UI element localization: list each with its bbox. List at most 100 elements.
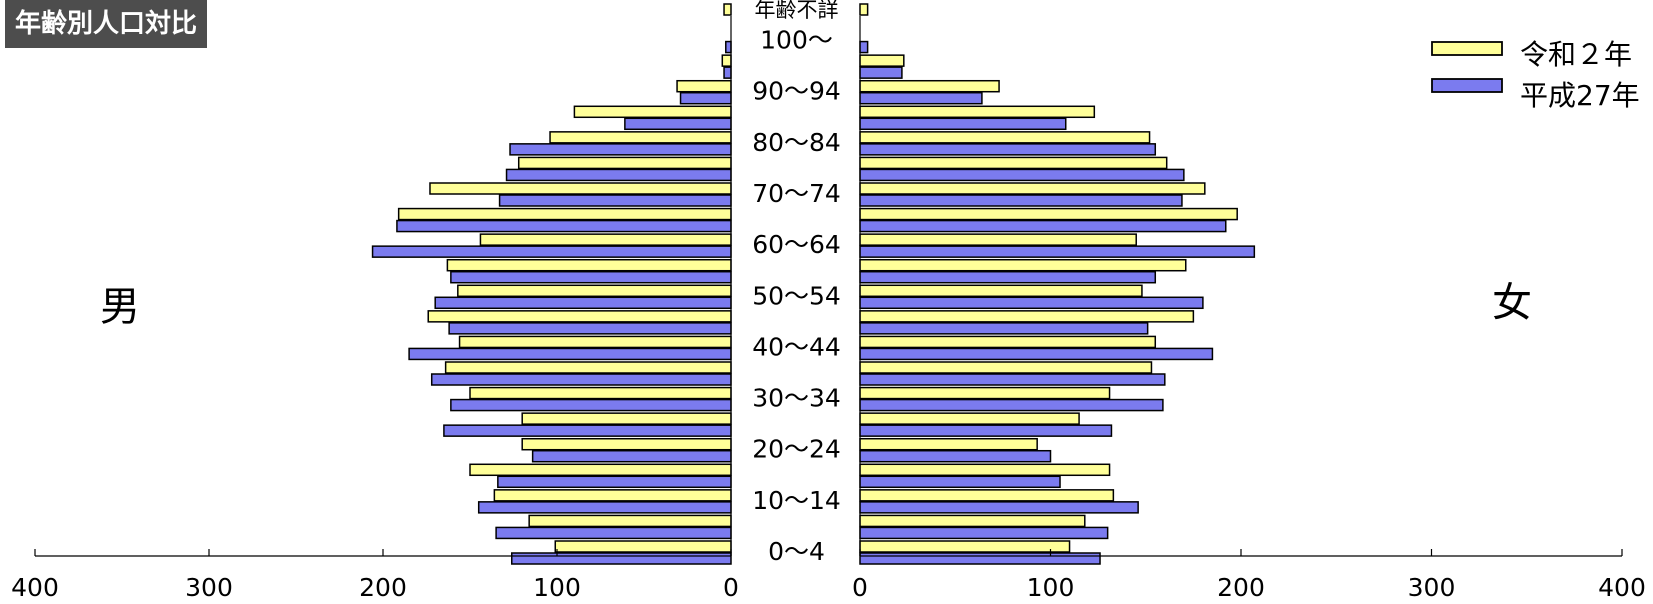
bar-female-r2-45～49 [859,310,1195,323]
bar-female-h27-50～54 [859,296,1204,310]
x-tick-label-male-400: 400 [11,573,59,602]
bar-female-r2-5～9 [859,514,1086,528]
bar-male-r2-40～44 [458,335,732,349]
bar-female-h27-35～39 [859,373,1166,386]
age-label-20～24: 20～24 [752,435,841,464]
bar-female-h27-20～24 [859,449,1052,463]
bar-male-h27-55～59 [450,270,732,284]
age-label-90～94: 90～94 [752,77,841,106]
bar-male-r2-75～79 [517,156,732,170]
bar-male-r2-70～74 [429,182,732,195]
bar-male-h27-70～74 [498,194,732,207]
bar-female-r2-85～89 [859,105,1096,119]
bar-female-h27-45～49 [859,322,1149,335]
bar-male-r2-85～89 [573,105,732,119]
bar-male-h27-95～99 [723,66,732,79]
x-tick-label-female-300: 300 [1408,573,1456,602]
bar-female-r2-95～99 [859,54,905,67]
bar-male-r2-15～19 [469,463,732,477]
bar-female-h27-55～59 [859,270,1157,284]
bar-male-h27-5～9 [495,526,732,540]
legend-label-r2: 令和２年 [1520,38,1632,71]
bar-male-h27-100～ [725,40,732,54]
bar-male-h27-40～44 [408,347,732,361]
bar-male-r2-年齢不詳 [723,3,732,16]
legend-swatch-r2 [1431,41,1503,56]
bar-female-r2-80～84 [859,131,1151,144]
bar-male-h27-45～49 [448,322,732,335]
bar-female-h27-5～9 [859,526,1109,540]
bar-male-r2-0～4 [554,540,732,553]
x-tick-label-female-0: 0 [852,573,868,602]
bar-male-h27-85～89 [624,117,732,131]
bar-female-r2-20～24 [859,437,1038,451]
bar-female-r2-15～19 [859,463,1111,477]
bar-female-h27-40～44 [859,347,1214,361]
bar-male-h27-35～39 [430,373,732,386]
bar-female-r2-60～64 [859,233,1137,246]
bar-female-r2-年齢不詳 [859,3,869,16]
age-label-100～: 100～ [760,26,833,55]
bar-female-r2-65～69 [859,207,1238,221]
age-label-30～34: 30～34 [752,384,841,413]
bar-male-r2-95～99 [721,54,732,67]
male-side-label: 男 [100,284,140,330]
bar-female-r2-30～34 [859,386,1111,400]
bar-female-r2-70～74 [859,182,1206,195]
bar-female-h27-80～84 [859,143,1157,156]
bar-male-r2-25～29 [521,412,732,425]
bar-male-r2-35～39 [444,361,732,374]
bar-female-r2-25～29 [859,412,1080,425]
bar-female-r2-0～4 [859,540,1071,553]
age-label-50～54: 50～54 [752,281,841,310]
age-label-70～74: 70～74 [752,179,841,208]
bar-male-r2-30～34 [469,386,732,400]
bar-male-h27-60～64 [371,245,732,258]
labels-layer: 0～4 10～14 20～24 30～34 40～44 50～54 60～64 70～74 80… [100,0,1532,566]
bar-female-h27-85～89 [859,117,1067,131]
bar-female-r2-40～44 [859,335,1157,349]
bar-female-h27-95～99 [859,66,903,79]
bar-male-h27-10～14 [477,501,732,514]
age-label-60～64: 60～64 [752,230,841,259]
bar-female-h27-60～64 [859,245,1256,258]
bar-female-r2-10～14 [859,489,1115,502]
bar-male-h27-0～4 [511,552,732,565]
bar-female-h27-25～29 [859,424,1113,437]
bar-male-r2-20～24 [521,437,732,451]
age-label-0～4: 0～4 [768,537,825,566]
bar-male-r2-50～54 [457,284,732,298]
chart-title-badge: 年齢別人口対比 [5,0,208,48]
x-tick-label-male-300: 300 [185,573,233,602]
bars-layer [371,3,1256,565]
bar-male-h27-15～19 [497,475,732,489]
age-label-年齢不詳: 年齢不詳 [755,0,839,22]
bar-female-h27-30～34 [859,398,1164,412]
bar-male-h27-65～69 [396,219,732,233]
bar-female-r2-75～79 [859,156,1168,170]
bar-female-r2-55～59 [859,258,1187,272]
bar-female-h27-10～14 [859,501,1139,514]
bar-male-r2-45～49 [427,310,732,323]
x-tick-label-female-400: 400 [1598,573,1646,602]
bar-female-h27-0～4 [859,552,1101,565]
bar-female-r2-50～54 [859,284,1143,298]
x-tick-label-female-100: 100 [1027,573,1075,602]
bar-male-r2-10～14 [493,489,732,502]
bar-female-h27-70～74 [859,194,1183,207]
bar-male-r2-65～69 [397,207,732,221]
bar-male-r2-5～9 [528,514,732,528]
age-label-80～84: 80～84 [752,128,841,157]
age-label-40～44: 40～44 [752,332,841,361]
age-label-10～14: 10～14 [752,486,841,515]
bar-female-h27-90～94 [859,91,983,105]
bar-female-r2-35～39 [859,361,1153,374]
bar-female-h27-15～19 [859,475,1061,489]
bar-female-h27-75～79 [859,168,1185,182]
x-tick-label-female-200: 200 [1217,573,1265,602]
bar-male-h27-20～24 [531,449,732,463]
bar-female-h27-65～69 [859,219,1227,233]
bar-male-h27-50～54 [434,296,732,310]
